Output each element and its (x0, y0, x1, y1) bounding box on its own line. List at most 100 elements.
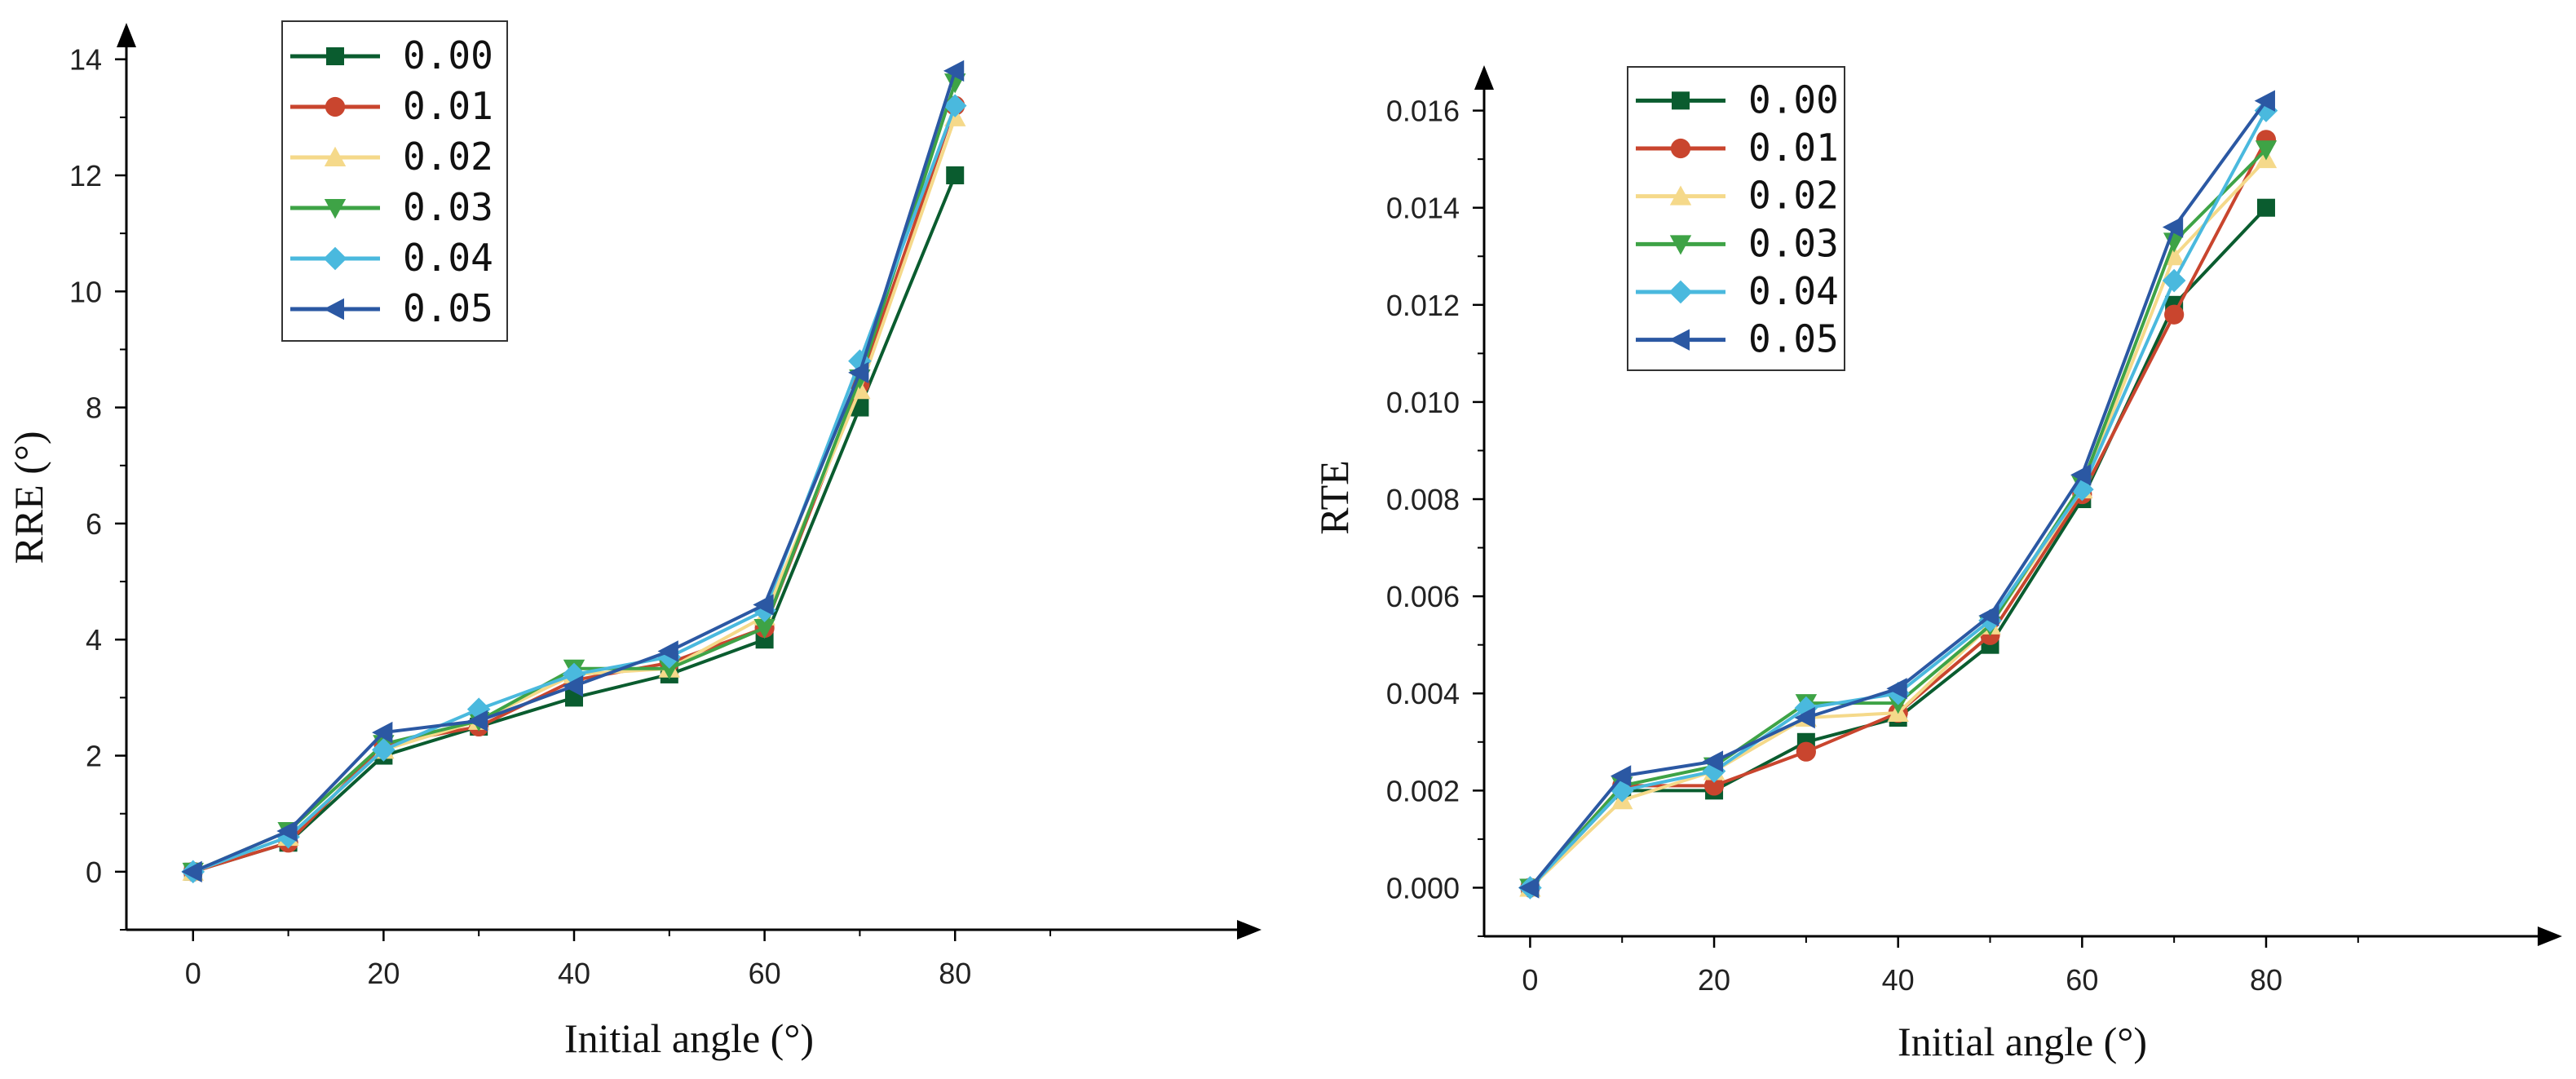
rte-legend-marker-icon (1668, 280, 1693, 304)
rre-data-point (943, 60, 965, 82)
rte-y-tick-label: 0.016 (1386, 95, 1460, 128)
rte-data-point (2256, 198, 2275, 217)
rte-data-point (1703, 776, 1725, 796)
rre-legend: 0.00 0.01 0.02 0.03 0.04 0.05 (281, 20, 508, 342)
rte-data-point (1794, 706, 1815, 729)
rte-legend-label: 0.00 (1748, 77, 1839, 122)
rre-data-point (943, 94, 967, 117)
rre-series-0-04 (181, 94, 967, 884)
rre-series-0-05 (181, 60, 965, 883)
rre-legend-label: 0.03 (403, 185, 493, 229)
rre-data-point (848, 361, 869, 384)
rre-data-point (181, 860, 202, 883)
rte-legend-marker-icon (1668, 329, 1690, 351)
rte-legend-label: 0.02 (1748, 174, 1839, 218)
rte-y-tick-label: 0.012 (1386, 289, 1460, 322)
rre-legend-label: 0.01 (403, 84, 493, 128)
rre-data-point (466, 710, 488, 732)
rte-legend-item: 0.02 (1636, 174, 1839, 218)
rre-x-axis-title: Initial angle (°) (564, 1015, 814, 1061)
rte-data-point (1518, 877, 1540, 899)
rte-legend-item: 0.05 (1636, 317, 1839, 361)
rte-data-point (1796, 741, 1816, 762)
rte-data-point (2254, 99, 2278, 122)
rre-legend-item: 0.04 (290, 236, 493, 280)
rte-x-tick-label: 40 (1882, 963, 1915, 997)
rre-data-point (657, 640, 678, 662)
rre-data-point (753, 619, 775, 639)
rre-data-point (946, 166, 965, 184)
rte-x-tick-label: 0 (1522, 963, 1538, 997)
rre-axes (117, 23, 1261, 940)
rre-y-axis-arrow-icon (117, 23, 136, 47)
rre-legend-item: 0.01 (290, 84, 493, 128)
rte-legend-label: 0.01 (1748, 126, 1839, 170)
rre-legend-label: 0.00 (403, 33, 493, 77)
rte-x-axis-title: Initial angle (°) (1898, 1019, 2147, 1064)
rre-y-tick-label: 4 (86, 623, 102, 657)
rre-data-point (372, 738, 395, 762)
rre-legend-marker-icon (323, 246, 347, 271)
rre-data-point (753, 594, 774, 616)
rre-legend-box (281, 20, 508, 342)
rte-axes (1474, 65, 2562, 946)
rte-data-point (2255, 140, 2278, 161)
rte-legend-marker-icon (1669, 185, 1692, 206)
rre-x-tick-label: 60 (749, 957, 781, 990)
rte-data-point (2254, 90, 2275, 112)
rre-x-axis-arrow-icon (1237, 920, 1261, 940)
rte-data-point (1978, 604, 1999, 627)
rre-legend-marker-icon (324, 199, 347, 219)
rre-legend-marker-icon (325, 96, 346, 117)
rte-data-point (1702, 750, 1724, 772)
rre-chart: 0 20 40 60 80 0 2 4 6 8 10 12 14 Initial angle (°) R… (6, 20, 1261, 1061)
rte-legend-label: 0.05 (1748, 317, 1839, 361)
rte-series-0-05 (1518, 90, 2275, 899)
rre-data-point (276, 820, 298, 842)
rte-y-tick-label: 0.002 (1386, 774, 1460, 807)
rre-data-point (658, 659, 680, 680)
rre-y-tick-label: 10 (69, 275, 102, 308)
rre-y-tick-label: 12 (69, 159, 102, 192)
rte-legend-label: 0.03 (1748, 221, 1839, 265)
rre-legend-label: 0.05 (403, 286, 493, 330)
rre-series (181, 60, 967, 884)
rte-y-tick-label: 0.000 (1386, 871, 1460, 904)
rte-data-point (1610, 765, 1632, 787)
rte-x-tick-label: 80 (2250, 963, 2282, 997)
rre-legend-item: 0.05 (290, 286, 493, 330)
rre-y-tick-label: 6 (86, 507, 102, 541)
rre-data-point (372, 721, 393, 744)
rte-data-point (2164, 304, 2185, 325)
rre-y-tick-label: 8 (86, 391, 102, 425)
rte-y-axis-title: RTE (1311, 460, 1357, 534)
rte-legend-marker-icon (1670, 138, 1691, 159)
rre-legend-item: 0.02 (290, 135, 493, 179)
rte-legend-item: 0.01 (1636, 126, 1839, 170)
rre-legend-marker-icon (326, 47, 344, 65)
rte-legend-item: 0.03 (1636, 221, 1839, 265)
rte-data-point (2162, 268, 2186, 293)
rre-legend-marker-icon (323, 298, 344, 321)
rre-x-tick-label: 20 (367, 957, 400, 990)
rre-x-tick-label: 80 (939, 957, 971, 990)
rre-y-axis-title: RRE (°) (6, 431, 51, 564)
rte-legend: 0.000.010.020.030.040.05 (1627, 66, 1845, 371)
rte-y-tick-label: 0.010 (1386, 386, 1460, 419)
rre-y-tick-label: 2 (86, 740, 102, 773)
rte-data-point (2162, 216, 2184, 238)
rte-legend-item: 0.04 (1636, 269, 1839, 313)
rte-x-axis-arrow-icon (2538, 926, 2562, 946)
rre-legend-label: 0.02 (403, 135, 493, 179)
rre-x-tick-label: 40 (558, 957, 590, 990)
rte-x-tick-label: 20 (1698, 963, 1730, 997)
rte-series (1518, 90, 2278, 900)
rte-legend-item: 0.00 (1636, 77, 1839, 122)
rte-y-tick-label: 0.014 (1386, 192, 1460, 225)
rte-y-tick-label: 0.008 (1386, 483, 1460, 516)
rte-y-tick-label: 0.004 (1386, 677, 1460, 710)
rte-y-axis-arrow-icon (1474, 65, 1494, 90)
rre-legend-item: 0.03 (290, 185, 493, 229)
rte-legend-marker-icon (1672, 91, 1690, 110)
